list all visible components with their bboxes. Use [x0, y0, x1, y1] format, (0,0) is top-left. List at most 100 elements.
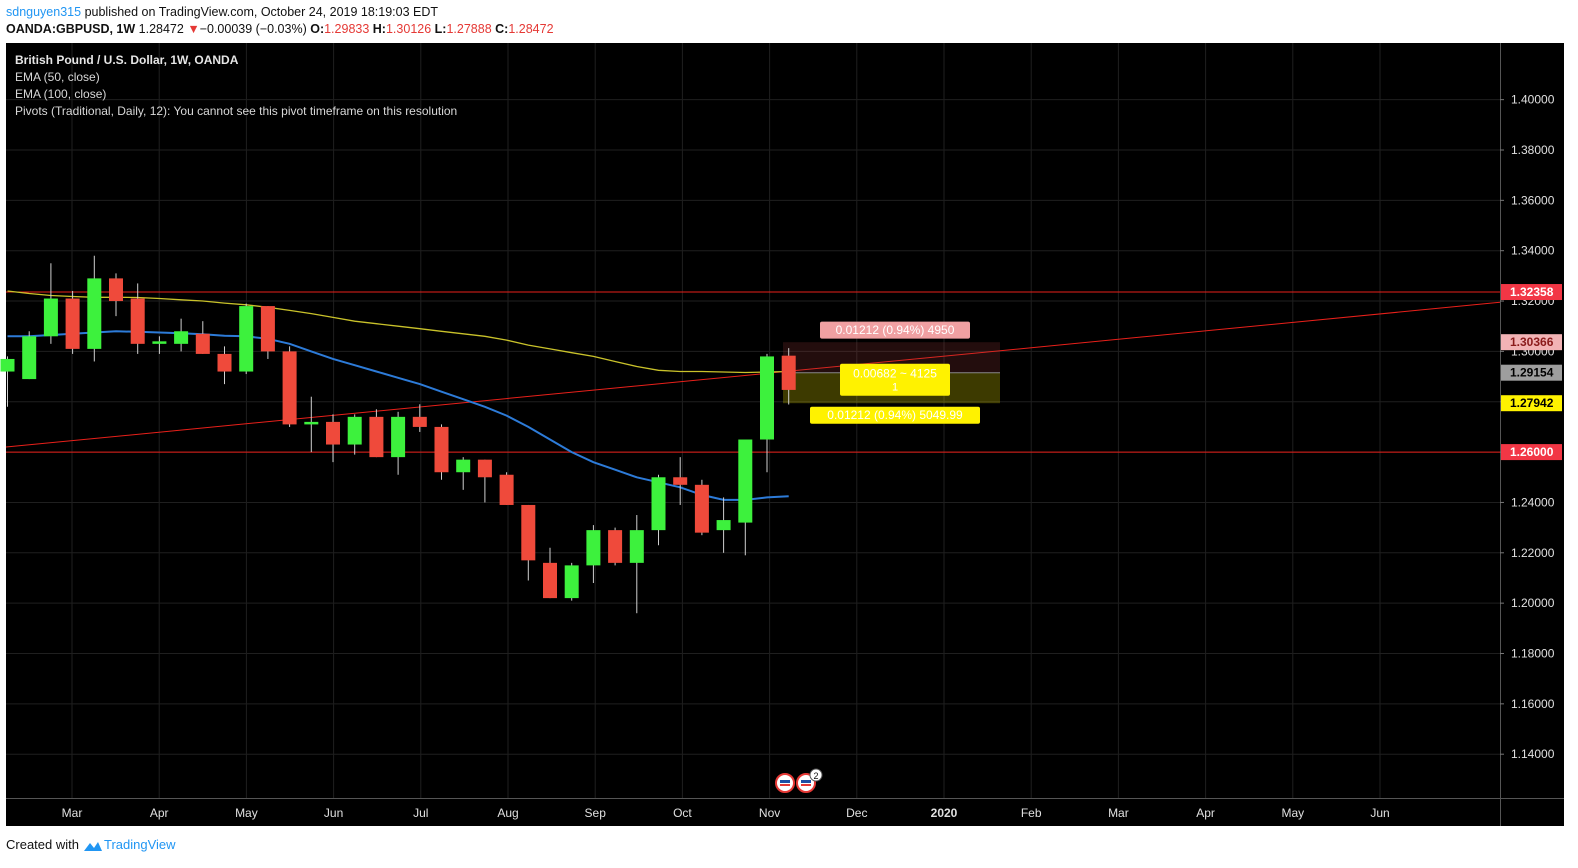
candle-body — [0, 358, 15, 372]
candle — [716, 497, 731, 553]
target-label-bg — [810, 406, 980, 424]
candle — [521, 504, 536, 581]
symbol-label: OANDA:GBPUSD, 1W — [6, 22, 136, 36]
price-badge-bg — [1501, 284, 1562, 301]
candle-body — [174, 331, 189, 344]
time-tick-label: May — [235, 806, 258, 820]
time-tick-label: 2020 — [931, 806, 958, 820]
candle — [369, 409, 384, 458]
time-tick-label: May — [1281, 806, 1304, 820]
candle — [738, 439, 753, 556]
price-change: −0.00039 (−0.03%) — [199, 22, 307, 36]
candle-body — [369, 416, 384, 458]
time-tick-label: Nov — [759, 806, 780, 820]
candle-body — [109, 278, 123, 302]
low-label: L: — [434, 22, 447, 36]
candle-body — [391, 416, 406, 458]
footer-credit: Created with TradingView — [6, 837, 176, 852]
close-label: C: — [495, 22, 509, 36]
price-tick-label: 1.18000 — [1511, 646, 1555, 660]
price-tick-label: 1.24000 — [1511, 495, 1555, 509]
candle-body — [608, 530, 623, 563]
candle-body — [412, 416, 427, 427]
candle-body — [586, 530, 601, 566]
candle-body — [499, 474, 514, 505]
candle-body — [694, 484, 709, 533]
candle — [304, 396, 319, 453]
time-tick-label: Apr — [150, 806, 169, 820]
high-value: 1.30126 — [385, 22, 432, 36]
event-flag-stripe — [801, 780, 811, 783]
time-tick-label: Oct — [673, 806, 692, 820]
candle-body — [651, 477, 666, 531]
legend-ema50[interactable]: EMA (50, close) — [15, 70, 100, 84]
candle — [499, 472, 514, 505]
candle-body — [477, 459, 492, 478]
time-tick-label: Jun — [1370, 806, 1389, 820]
price-badge-text: 1.27942 — [1510, 396, 1554, 410]
legend-ema100[interactable]: EMA (100, close) — [15, 87, 107, 101]
candle — [434, 424, 449, 480]
candle-body — [239, 306, 254, 372]
mid-label-line2: 1 — [892, 382, 898, 394]
price-tick-label: 1.16000 — [1511, 697, 1555, 711]
published-text: published on TradingView.com, October 24… — [84, 5, 439, 19]
tradingview-link[interactable]: TradingView — [103, 837, 176, 852]
candle — [87, 255, 102, 362]
candle — [326, 414, 340, 463]
event-count-badge — [809, 768, 823, 782]
candle-body — [760, 356, 774, 440]
author-link[interactable]: sdnguyen315 — [6, 5, 82, 19]
price-tick-label: 1.36000 — [1511, 193, 1555, 207]
candle — [629, 515, 644, 614]
candle-body — [434, 426, 449, 473]
candle — [564, 562, 579, 601]
legend-pivots[interactable]: Pivots (Traditional, Daily, 12): You can… — [15, 104, 458, 118]
price-badge-bg — [1501, 395, 1562, 412]
candle — [0, 356, 15, 407]
candle — [217, 346, 232, 385]
candle-body — [564, 565, 579, 599]
candle — [673, 457, 688, 505]
candle — [608, 527, 623, 566]
candle-body — [543, 562, 557, 599]
candle-body — [629, 530, 644, 563]
candle — [22, 331, 37, 380]
candle — [130, 283, 145, 354]
candle — [65, 290, 80, 354]
candle-body — [130, 298, 145, 344]
price-badge-bg — [1501, 334, 1562, 351]
event-flag-stripe — [780, 780, 790, 783]
candle — [456, 457, 471, 490]
candle-body — [521, 504, 536, 561]
candle-body — [195, 333, 210, 354]
candle — [109, 273, 123, 317]
candle-body — [260, 306, 275, 352]
candle-body — [716, 520, 731, 531]
candle — [174, 318, 189, 352]
candle — [239, 303, 254, 375]
price-badge-bg — [1501, 364, 1562, 381]
candle-body — [326, 421, 340, 445]
down-arrow-icon: ▼ — [187, 22, 200, 36]
candle — [391, 411, 406, 475]
time-tick-label: Aug — [497, 806, 518, 820]
candle-body — [65, 298, 80, 349]
candle — [152, 336, 167, 354]
time-tick-label: Sep — [585, 806, 607, 820]
price-tick-label: 1.14000 — [1511, 747, 1555, 761]
low-value: 1.27888 — [446, 22, 492, 36]
created-with-text: Created with — [6, 837, 79, 852]
price-tick-label: 1.20000 — [1511, 596, 1555, 610]
candle — [694, 479, 709, 536]
last-price: 1.28472 — [138, 22, 184, 36]
time-tick-label: Jul — [413, 806, 428, 820]
legend-title: British Pound / U.S. Dollar, 1W, OANDA — [15, 53, 239, 67]
candle-body — [22, 336, 37, 380]
tradingview-logo-icon — [83, 841, 102, 851]
candle-body — [304, 421, 319, 425]
time-axis-area — [6, 798, 1564, 826]
candle-body — [152, 341, 167, 344]
stop-label-bg — [820, 321, 970, 339]
